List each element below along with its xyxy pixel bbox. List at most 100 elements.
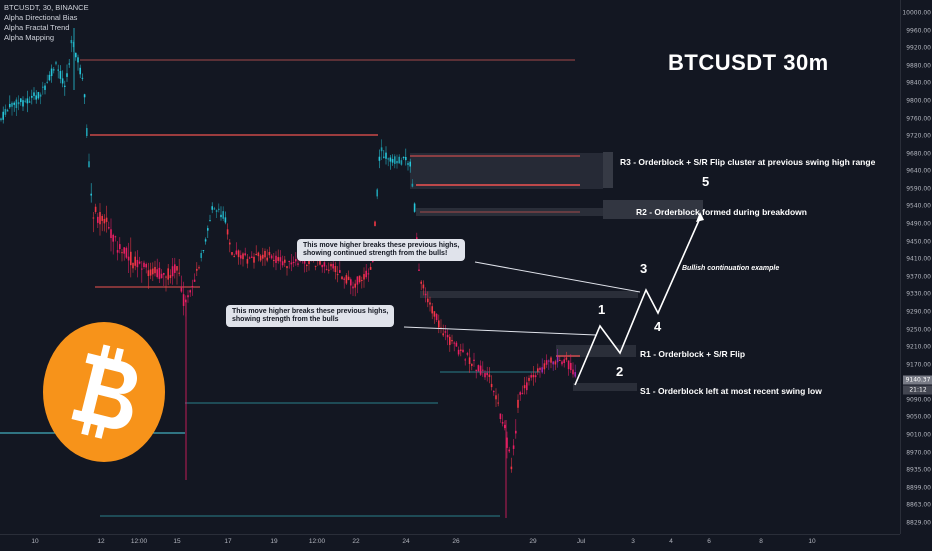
- candle-body: [532, 374, 535, 378]
- candle-body: [424, 293, 427, 296]
- price-tick: 9540.00: [906, 202, 931, 210]
- candle-body: [572, 369, 574, 375]
- candle-body: [499, 413, 502, 420]
- candle-body: [391, 159, 394, 163]
- callout-lower[interactable]: This move higher breaks these previous h…: [226, 305, 395, 327]
- candle-body: [484, 373, 486, 378]
- indicator-directional-bias[interactable]: Alpha Directional Bias: [4, 13, 78, 22]
- price-tick: 9920.00: [906, 44, 931, 52]
- candle-body: [548, 360, 550, 362]
- chart-header: BTCUSDT, 30, BINANCE Alpha Directional B…: [4, 3, 89, 43]
- candle-body: [376, 189, 378, 197]
- breakout-zone: [420, 291, 638, 298]
- candle-body: [341, 276, 343, 280]
- price-tick: 9170.00: [906, 361, 931, 369]
- price-tick: 9010.00: [906, 431, 931, 439]
- candle-body: [319, 260, 321, 265]
- candle-body: [482, 369, 484, 371]
- candle-body: [464, 359, 466, 361]
- time-axis[interactable]: 10 12 12:00 15 17 19 12:00 22 24 26 29 Jul 3 4 6 8 10: [0, 534, 900, 551]
- candle-body: [165, 276, 167, 278]
- candle-body: [13, 102, 15, 105]
- time-tick: 8: [759, 538, 763, 545]
- symbol-line[interactable]: BTCUSDT, 30, BINANCE: [4, 3, 89, 12]
- candle-body: [26, 98, 29, 104]
- candle-body: [180, 287, 183, 292]
- candle-body: [367, 273, 370, 275]
- candle-body: [339, 270, 341, 273]
- candle-body: [53, 69, 55, 71]
- s1-zone-label: S1 - Orderblock left at most recent swin…: [640, 386, 822, 396]
- price-tick: 8829.00: [906, 519, 931, 527]
- candle-body: [378, 156, 381, 161]
- candle-body: [37, 92, 40, 99]
- price-tick: 8899.00: [906, 484, 931, 492]
- candle-body: [530, 375, 532, 378]
- candle-body: [473, 359, 475, 361]
- projection-arrowhead: [696, 212, 704, 222]
- candle-body: [178, 272, 180, 274]
- candle-body: [154, 266, 156, 274]
- price-tick: 9330.00: [906, 290, 931, 298]
- candle-body: [561, 361, 563, 365]
- candle-body: [33, 92, 35, 96]
- candle-body: [402, 156, 405, 159]
- candle-body: [264, 250, 266, 258]
- candle-body: [325, 269, 328, 271]
- candle-body: [372, 261, 374, 263]
- projected-wave-path: [574, 217, 701, 386]
- candle-body: [552, 361, 554, 365]
- candle-body: [125, 247, 128, 258]
- candle-body: [356, 276, 359, 285]
- candle-body: [143, 262, 145, 268]
- candle-body: [398, 156, 400, 164]
- indicator-mapping[interactable]: Alpha Mapping: [4, 33, 55, 42]
- candle-body: [176, 266, 178, 271]
- candle-body: [416, 237, 418, 239]
- callout-upper[interactable]: This move higher breaks these previous h…: [297, 239, 466, 261]
- candle-body: [226, 229, 229, 235]
- candle-body: [141, 268, 143, 270]
- candle-body: [152, 268, 154, 275]
- candle-body: [255, 254, 257, 256]
- price-tick: 9090.00: [906, 396, 931, 404]
- time-tick: 12:00: [130, 538, 148, 545]
- price-tick: 9960.00: [906, 27, 931, 35]
- candle-body: [468, 357, 471, 364]
- candle-body: [363, 274, 365, 280]
- candle-body: [11, 102, 13, 107]
- candle-body: [204, 239, 207, 242]
- time-tick: 10: [31, 538, 39, 545]
- candle-body: [20, 98, 22, 103]
- candle-body: [288, 260, 290, 262]
- candle-body: [486, 372, 488, 376]
- candle-body: [251, 256, 253, 258]
- candle-body: [281, 261, 284, 266]
- candle-body: [127, 256, 130, 261]
- candle-body: [248, 257, 251, 259]
- chart-area[interactable]: BTCUSDT, 30, BINANCE Alpha Directional B…: [0, 0, 900, 534]
- indicator-fractal-trend[interactable]: Alpha Fractal Trend: [4, 23, 70, 32]
- candle-body: [556, 356, 559, 363]
- candle-body: [182, 294, 185, 306]
- candle-body: [46, 81, 48, 83]
- price-tick: 9410.00: [906, 255, 931, 263]
- candle-body: [101, 215, 103, 221]
- candle-body: [160, 273, 163, 279]
- candle-body: [413, 203, 416, 212]
- price-tick: 9210.00: [906, 343, 931, 351]
- candle-body: [158, 267, 161, 279]
- candle-body: [268, 252, 271, 256]
- price-axis[interactable]: 10000.00 9960.00 9920.00 9880.00 9840.00 9800…: [900, 0, 932, 534]
- candle-body: [453, 342, 455, 344]
- candle-body: [193, 279, 196, 282]
- time-tick: 12:00: [308, 538, 326, 545]
- candle-body: [169, 275, 172, 278]
- candle-body: [479, 365, 482, 375]
- candle-body: [105, 217, 108, 222]
- candle-body: [418, 269, 420, 271]
- price-tick: 9880.00: [906, 62, 931, 70]
- price-chart[interactable]: [0, 0, 900, 534]
- candle-body: [244, 253, 246, 256]
- candle-body: [422, 284, 425, 289]
